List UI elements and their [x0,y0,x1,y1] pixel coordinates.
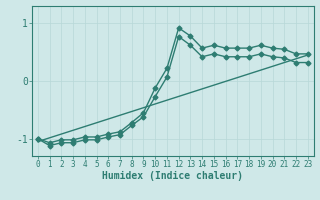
X-axis label: Humidex (Indice chaleur): Humidex (Indice chaleur) [102,171,243,181]
